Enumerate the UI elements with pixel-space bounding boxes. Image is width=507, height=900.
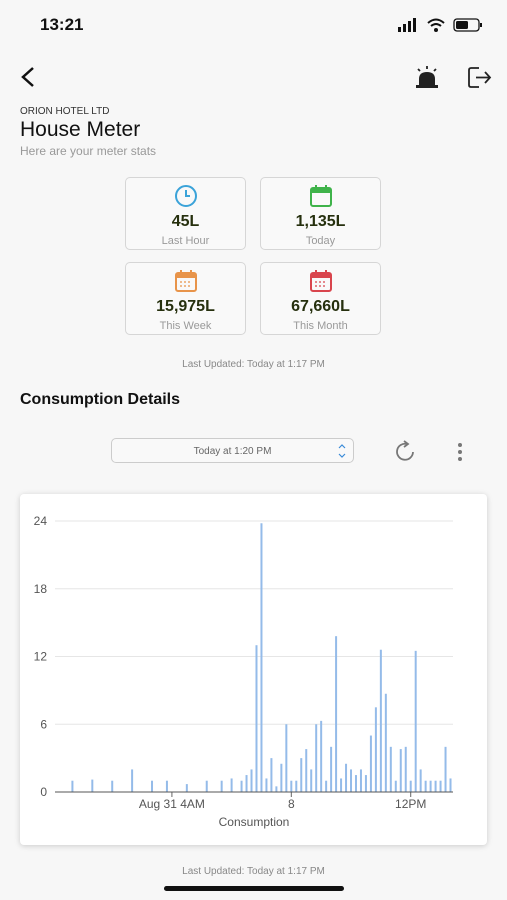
logout-icon[interactable]	[466, 65, 494, 91]
date-picker[interactable]: Today at 1:20 PM	[111, 438, 354, 463]
bar	[220, 780, 223, 792]
bar	[449, 778, 452, 792]
bar	[305, 749, 308, 792]
bar	[419, 769, 422, 792]
bar	[300, 758, 303, 792]
bar	[384, 693, 387, 792]
last-updated: Last Updated: Today at 1:17 PM	[182, 359, 325, 370]
x-tick-label: 12PM	[395, 797, 426, 811]
y-tick-label: 6	[40, 717, 47, 731]
bar	[399, 749, 402, 792]
bar	[245, 775, 248, 792]
chevron-icon	[338, 444, 346, 458]
back-button[interactable]	[18, 66, 40, 90]
status-time: 13:21	[40, 15, 84, 34]
bar	[350, 769, 353, 792]
more-button[interactable]	[455, 442, 465, 462]
bar	[131, 769, 134, 792]
bar	[205, 780, 208, 792]
bar	[424, 780, 427, 792]
bar	[404, 746, 407, 792]
bar	[290, 780, 293, 792]
bar	[429, 780, 432, 792]
bar	[295, 780, 298, 792]
bar	[364, 775, 367, 792]
stat-value: 15,975L	[156, 298, 215, 315]
stat-label: Last Hour	[161, 235, 210, 247]
stat-value: 67,660L	[291, 298, 350, 315]
x-tick-label: Aug 31 4AM	[139, 797, 205, 811]
y-tick-label: 24	[34, 514, 48, 528]
footer-updated: Last Updated: Today at 1:17 PM	[182, 866, 325, 877]
bar	[394, 780, 397, 792]
status-icons	[398, 18, 482, 32]
bar	[111, 780, 114, 792]
calendar-icon	[310, 185, 332, 207]
x-axis-label: Consumption	[219, 815, 290, 829]
bar	[240, 780, 243, 792]
bar	[250, 769, 253, 792]
bar	[275, 786, 278, 792]
bar	[165, 780, 168, 792]
bar	[354, 775, 357, 792]
bar	[379, 649, 382, 792]
section-title: Consumption Details	[20, 391, 181, 408]
bar	[185, 784, 188, 792]
bar	[439, 780, 442, 792]
stat-value: 45L	[171, 213, 200, 230]
bar	[320, 720, 323, 792]
stat-label: This Week	[159, 320, 212, 332]
bar	[71, 780, 74, 792]
bar	[359, 769, 362, 792]
company-name: ORION HOTEL LTD	[20, 106, 110, 117]
bar	[335, 636, 338, 792]
bar	[151, 780, 154, 792]
y-tick-label: 0	[40, 785, 47, 799]
bar	[270, 758, 273, 792]
chart-card: 0 6 12 18 24 Aug 31 4AM 8 12PM Consumption	[20, 494, 487, 845]
date-picker-text: Today at 1:20 PM	[193, 446, 272, 457]
bar	[260, 523, 263, 792]
bar	[325, 780, 328, 792]
stat-card: 45L Last Hour	[125, 177, 246, 250]
bar	[444, 746, 447, 792]
bar	[434, 780, 437, 792]
bar	[310, 769, 313, 792]
calendar-icon	[175, 270, 197, 292]
bar	[255, 645, 258, 792]
refresh-button[interactable]	[393, 439, 419, 465]
calendar-icon	[310, 270, 332, 292]
stat-value: 1,135L	[295, 213, 346, 230]
x-tick-label: 8	[288, 797, 295, 811]
bar	[285, 724, 288, 792]
stat-card: 67,660L This Month	[260, 262, 381, 335]
page-subtitle: Here are your meter stats	[20, 144, 157, 158]
bar	[345, 763, 348, 792]
clock-icon	[175, 185, 197, 207]
stat-label: This Month	[293, 320, 348, 332]
alarm-icon[interactable]	[414, 66, 440, 90]
bar	[409, 780, 412, 792]
stat-card: 1,135L Today	[260, 177, 381, 250]
stat-card: 15,975L This Week	[125, 262, 246, 335]
bar	[330, 746, 333, 792]
bar	[340, 778, 343, 792]
home-indicator	[164, 886, 344, 891]
bar	[91, 779, 94, 792]
bar	[369, 735, 372, 792]
bar	[389, 746, 392, 792]
bar	[265, 778, 268, 792]
bar	[414, 650, 417, 792]
chart: 0 6 12 18 24 Aug 31 4AM 8 12PM Consumption	[34, 514, 453, 829]
bar	[374, 707, 377, 792]
bar	[230, 778, 233, 792]
y-tick-label: 18	[34, 582, 48, 596]
bar	[280, 763, 283, 792]
stat-label: Today	[305, 235, 336, 247]
page-title: House Meter	[20, 118, 141, 141]
bar	[315, 724, 318, 792]
y-tick-label: 12	[34, 650, 48, 664]
